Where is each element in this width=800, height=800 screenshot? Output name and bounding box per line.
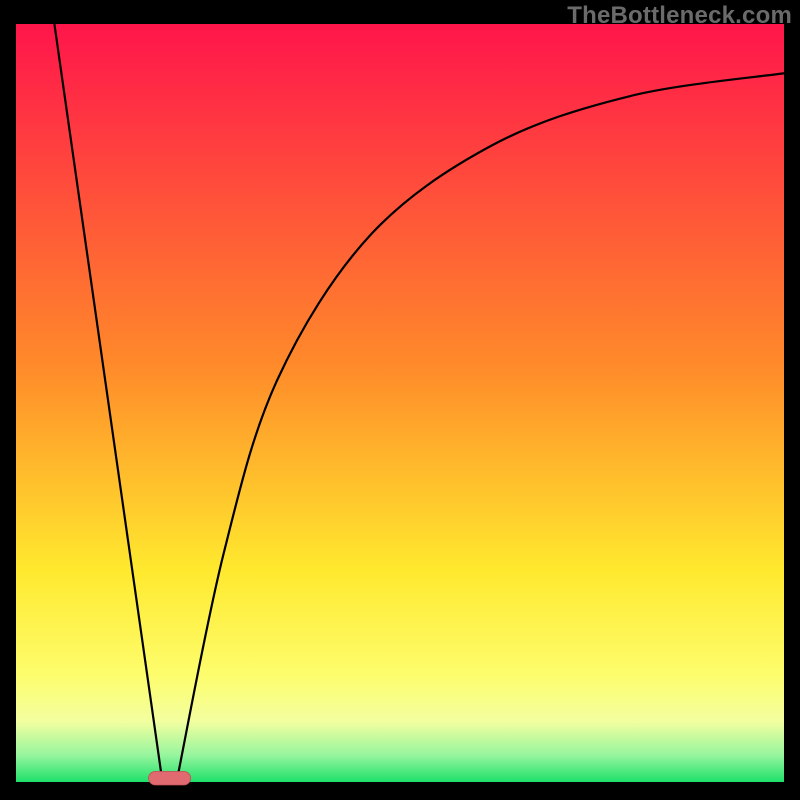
chart-container: TheBottleneck.com: [0, 0, 800, 800]
watermark-text: TheBottleneck.com: [567, 2, 792, 30]
optimal-point-marker: [148, 771, 190, 785]
chart-background: [16, 24, 784, 782]
bottleneck-chart: [0, 0, 800, 800]
